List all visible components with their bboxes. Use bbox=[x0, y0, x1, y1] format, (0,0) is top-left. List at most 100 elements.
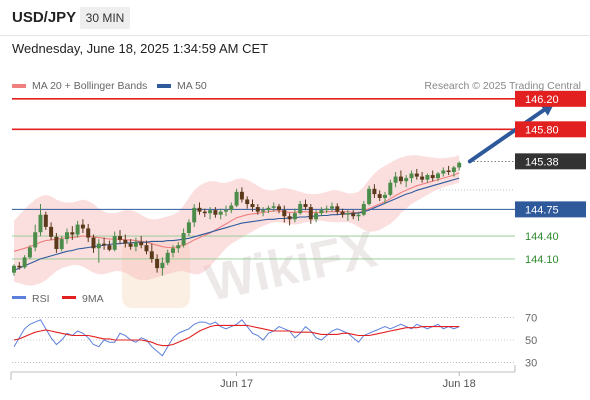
candle bbox=[139, 236, 144, 249]
header-divider bbox=[0, 35, 590, 36]
rsi-tick-label: 70 bbox=[525, 313, 537, 325]
candle-body bbox=[308, 207, 313, 220]
candle bbox=[292, 208, 297, 223]
candle bbox=[361, 200, 366, 217]
candle bbox=[96, 239, 101, 263]
candle-body bbox=[49, 226, 54, 237]
forecast-arrow bbox=[467, 102, 555, 164]
legend-swatch-ma20 bbox=[12, 84, 26, 88]
legend-label-ma20: MA 20 + Bollinger Bands bbox=[32, 80, 148, 92]
bollinger-band-fill bbox=[14, 155, 460, 286]
candle bbox=[213, 207, 218, 218]
candle bbox=[155, 254, 160, 273]
forecast-arrow-head bbox=[539, 102, 555, 116]
candle-body bbox=[261, 210, 266, 212]
candle bbox=[441, 167, 446, 177]
candle bbox=[245, 196, 250, 209]
rsi-tick-label: 50 bbox=[525, 335, 537, 347]
candle-body bbox=[149, 251, 154, 259]
candle bbox=[457, 161, 462, 171]
candle-body bbox=[446, 170, 451, 173]
candle-body bbox=[218, 211, 223, 215]
candle bbox=[340, 208, 345, 218]
candle bbox=[80, 219, 85, 234]
candle-body bbox=[160, 262, 165, 269]
candle bbox=[372, 184, 377, 198]
price-levels bbox=[12, 98, 515, 260]
watermark-text: WikiFX bbox=[201, 220, 382, 313]
candle bbox=[224, 205, 228, 217]
candle bbox=[345, 210, 350, 221]
time-tick-label: Jun 18 bbox=[443, 378, 476, 390]
candle bbox=[388, 179, 393, 197]
level-labels: 146.20 145.80 145.38 144.75 144.40 144.10 bbox=[515, 90, 586, 266]
candle-body bbox=[107, 245, 112, 250]
candle-body bbox=[197, 207, 202, 212]
level-label-145-80: 145.80 bbox=[515, 121, 586, 138]
candle bbox=[144, 240, 149, 255]
candle bbox=[287, 213, 292, 226]
candle-body bbox=[192, 207, 197, 223]
candle bbox=[181, 228, 186, 248]
candle bbox=[266, 205, 271, 214]
candle bbox=[102, 237, 107, 250]
candle-body bbox=[314, 213, 319, 220]
ma9-legend-label: 9MA bbox=[82, 293, 104, 305]
candle bbox=[451, 165, 456, 177]
datetime-label: Wednesday, June 18, 2025 1:34:59 AM CET bbox=[12, 41, 269, 56]
candle bbox=[118, 229, 122, 244]
candle bbox=[165, 249, 170, 266]
candle bbox=[425, 173, 430, 183]
candle-body bbox=[277, 206, 281, 211]
rsi-legend-swatch bbox=[12, 296, 26, 299]
candle-body bbox=[356, 214, 361, 217]
candle-body bbox=[404, 178, 409, 182]
timeframe-button[interactable]: 30 MIN bbox=[80, 7, 130, 29]
candle-body bbox=[213, 210, 218, 215]
candle-body bbox=[133, 242, 138, 247]
candle bbox=[277, 204, 281, 214]
candle-body bbox=[398, 176, 403, 182]
candle-body bbox=[91, 237, 96, 249]
candle-body bbox=[38, 214, 43, 233]
candle-body bbox=[266, 207, 271, 211]
ma50-line bbox=[13, 177, 460, 271]
candle bbox=[420, 172, 425, 183]
candle bbox=[436, 172, 440, 182]
candle-body bbox=[330, 206, 334, 209]
candle-body bbox=[335, 206, 340, 212]
forecast-arrow-shaft bbox=[467, 108, 546, 164]
level-label-144-10: 144.10 bbox=[525, 254, 559, 266]
candle bbox=[65, 228, 69, 244]
legend-ma50: MA 50 bbox=[157, 80, 207, 92]
candle-body bbox=[298, 204, 303, 214]
level-label-146-20: 146.20 bbox=[515, 90, 586, 107]
candle-body bbox=[282, 210, 287, 217]
candle bbox=[202, 208, 207, 217]
legend-swatch-ma50 bbox=[157, 84, 171, 88]
candle bbox=[17, 261, 22, 270]
candle bbox=[383, 191, 387, 205]
legend-label-ma50: MA 50 bbox=[177, 80, 207, 92]
moving-averages bbox=[13, 172, 460, 271]
candle-body bbox=[186, 222, 191, 234]
candle-body bbox=[287, 216, 292, 220]
candle bbox=[234, 188, 239, 208]
candle bbox=[192, 204, 197, 227]
candle-body bbox=[139, 242, 144, 246]
candle-body bbox=[457, 162, 462, 168]
research-credit: Research © 2025 Trading Central bbox=[424, 80, 581, 92]
symbol-title: USD/JPY bbox=[12, 9, 77, 26]
candle-body bbox=[377, 194, 382, 198]
candle bbox=[91, 234, 96, 253]
candle bbox=[123, 234, 128, 248]
candle bbox=[319, 207, 324, 217]
watermark-logo-icon bbox=[122, 240, 190, 308]
ma9-legend-swatch bbox=[62, 296, 76, 299]
candle bbox=[12, 264, 16, 276]
candle-body bbox=[86, 228, 91, 238]
candle-body bbox=[102, 243, 107, 246]
candle bbox=[186, 219, 191, 237]
candle-body bbox=[181, 233, 186, 246]
